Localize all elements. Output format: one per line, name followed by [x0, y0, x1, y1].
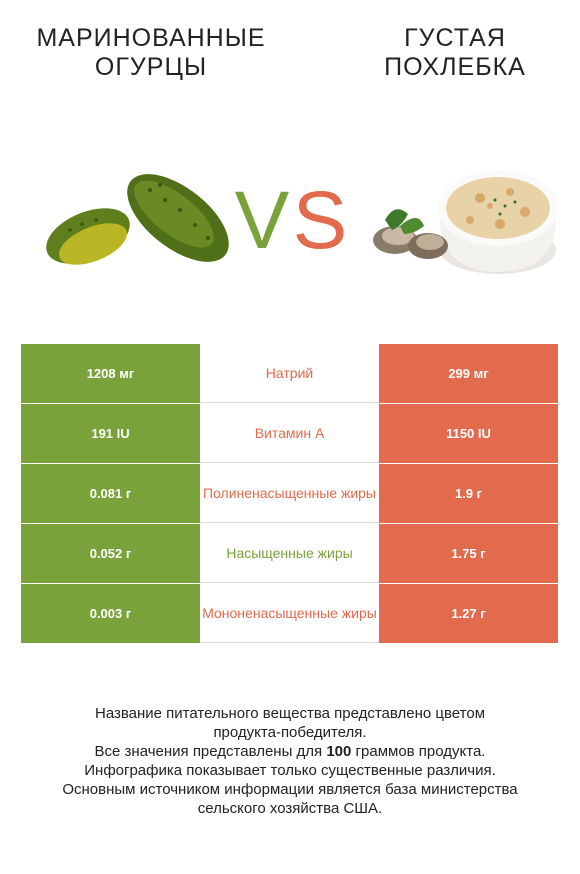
right-food-title-line2: ПОХЛЕБКА — [384, 53, 526, 81]
footnote-line6: сельского хозяйства США. — [197, 800, 383, 817]
right-food-title-line1: ГУСТАЯ — [404, 24, 506, 52]
nutrient-name-cell: Натрий — [200, 344, 379, 403]
chowder-image — [373, 170, 558, 274]
nutrient-name-cell: Витамин А — [200, 404, 379, 463]
nutrient-name-cell: Мононенасыщенные жиры — [200, 584, 379, 643]
footnote-line3: Все значения представлены для 100 граммо… — [20, 742, 560, 761]
table-row: 0.081 г Полиненасыщенные жиры 1.9 г — [21, 464, 558, 524]
right-value-cell: 1150 IU — [379, 404, 558, 463]
right-value-cell: 1.75 г — [379, 524, 558, 583]
table-row: 1208 мг Натрий 299 мг — [21, 344, 558, 404]
left-value-cell: 1208 мг — [21, 344, 200, 403]
hero-illustration: V S — [46, 170, 558, 274]
table-row: 191 IU Витамин А 1150 IU — [21, 404, 558, 464]
left-value-cell: 0.081 г — [21, 464, 200, 523]
left-food-title-line2: ОГУРЦЫ — [94, 53, 208, 81]
footnote-line3-bold: 100 — [326, 743, 352, 760]
footnote-line5: Основным источником информации является … — [62, 781, 518, 798]
left-food-title-line1: МАРИНОВАННЫЕ — [36, 24, 266, 52]
table-row: 0.052 г Насыщенные жиры 1.75 г — [21, 524, 558, 584]
right-value-cell: 1.27 г — [379, 584, 558, 643]
right-value-cell: 299 мг — [379, 344, 558, 403]
left-value-cell: 191 IU — [21, 404, 200, 463]
left-value-cell: 0.052 г — [21, 524, 200, 583]
nutrient-name-cell: Полиненасыщенные жиры — [200, 464, 379, 523]
footnote: Название питательного вещества представл… — [20, 704, 560, 818]
left-food-title: МАРИНОВАННЫЕ ОГУРЦЫ — [6, 24, 296, 82]
nutrient-name-cell: Насыщенные жиры — [200, 524, 379, 583]
right-food-title: ГУСТАЯ ПОХЛЕБКА — [310, 24, 580, 82]
comparison-table: 1208 мг Натрий 299 мг 191 IU Витамин А 1150 I… — [21, 344, 558, 644]
footnote-line2: продукта-победителя. — [213, 724, 367, 741]
footnote-line3-pre: Все значения представлены для — [94, 743, 327, 760]
right-value-cell: 1.9 г — [379, 464, 558, 523]
footnote-line1: Название питательного вещества представл… — [94, 705, 486, 722]
pickles-image — [46, 174, 229, 265]
vs-v-letter: V — [235, 175, 290, 266]
left-value-cell: 0.003 г — [21, 584, 200, 643]
footnote-line4: Инфографика показывает только существенн… — [84, 762, 496, 779]
vs-s-letter: S — [293, 175, 348, 266]
table-row: 0.003 г Мононенасыщенные жиры 1.27 г — [21, 584, 558, 644]
footnote-line3-post: граммов продукта. — [351, 743, 486, 760]
